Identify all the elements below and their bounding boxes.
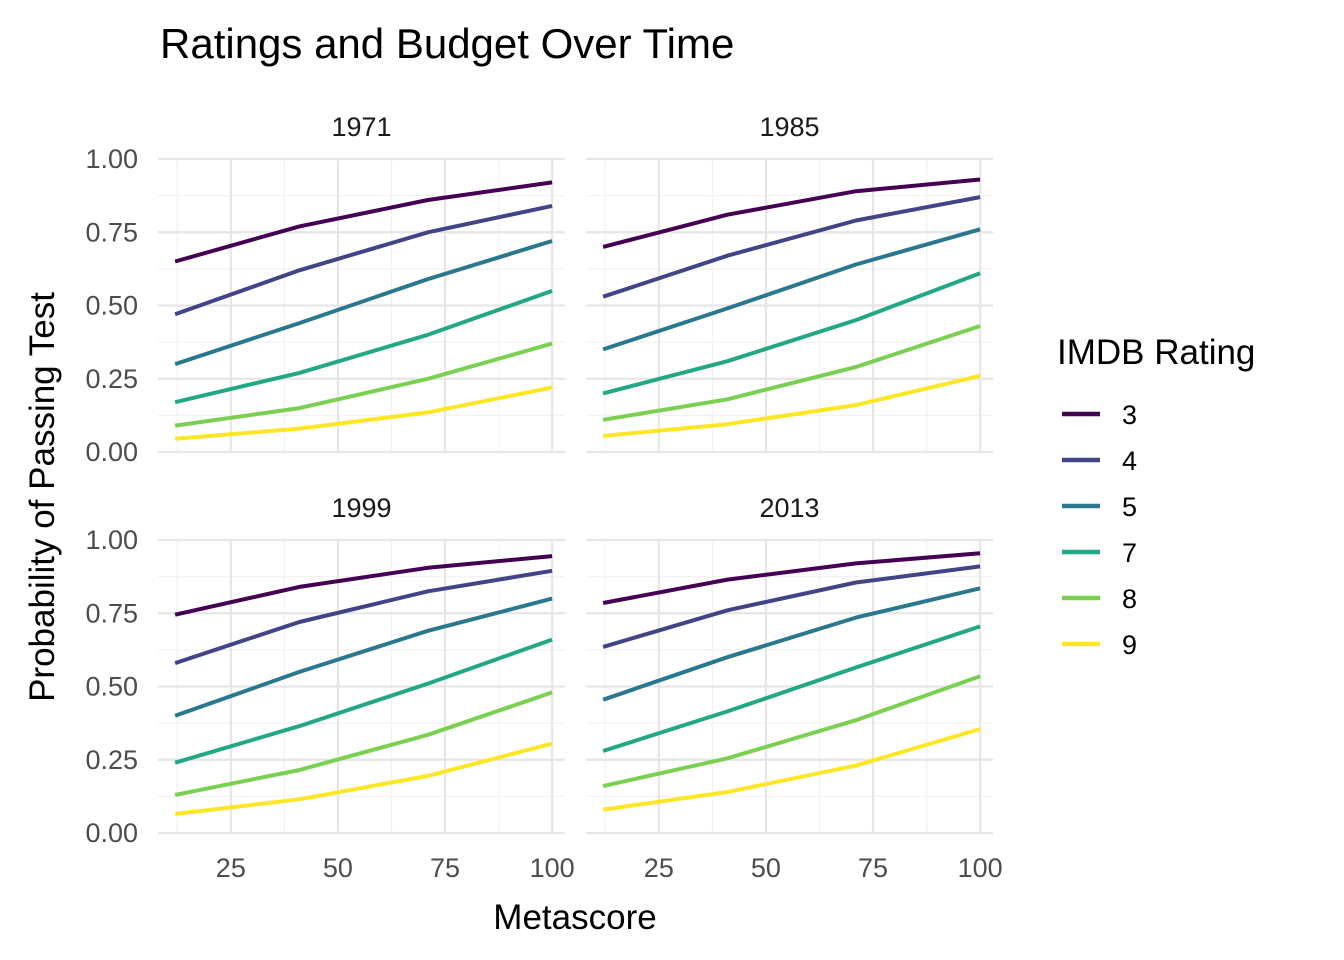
series-line-rating-7 [174,289,553,405]
legend-item-3: 3 [1062,400,1137,430]
facet-label: 2013 [759,493,819,523]
series-line-rating-8 [602,324,981,422]
y-tick-label: 0.25 [85,745,138,775]
x-tick-label: 25 [644,853,674,883]
x-tick-label: 75 [858,853,888,883]
series-line-rating-7 [174,637,553,765]
facet-panels: 1971 0.00 0.25 0.50 0.75 1.00 1985 1999 0.00 0.25… [85,112,1002,883]
y-tick-label: 0.00 [85,437,138,467]
legend: IMDB Rating 3 4 5 7 8 9 [1057,333,1255,660]
series-line-rating-9 [174,741,553,816]
legend-label: 7 [1122,538,1137,568]
y-tick-label: 0.75 [85,598,138,628]
series-line-rating-9 [602,373,981,438]
legend-label: 5 [1122,492,1137,522]
series-line-rating-8 [602,674,981,789]
legend-title: IMDB Rating [1057,333,1255,372]
series-line-rating-5 [174,596,553,718]
series-line-rating-3 [174,180,553,264]
x-tick-label: 100 [958,853,1003,883]
series-line-rating-4 [174,203,553,317]
series-line-rating-4 [602,564,981,649]
y-tick-label: 0.50 [85,291,138,321]
legend-label: 8 [1122,584,1137,614]
y-tick-label: 0.25 [85,364,138,394]
legend-item-8: 8 [1062,584,1137,614]
x-tick-label: 100 [530,853,575,883]
x-tick-label: 50 [751,853,781,883]
x-tick-label: 75 [430,853,460,883]
y-tick-label: 1.00 [85,525,138,555]
facet-label: 1971 [331,112,391,142]
series-line-rating-7 [602,271,981,396]
x-tick-label: 50 [323,853,353,883]
series-line-rating-3 [174,554,553,617]
legend-item-5: 5 [1062,492,1137,522]
legend-item-4: 4 [1062,446,1137,476]
series-line-rating-9 [602,727,981,812]
facet-label: 1985 [759,112,819,142]
series-line-rating-3 [602,177,981,249]
legend-item-7: 7 [1062,538,1137,568]
series-line-rating-8 [174,341,553,428]
chart-title: Ratings and Budget Over Time [160,20,734,67]
x-tick-label: 25 [216,853,246,883]
y-axis-title: Probability of Passing Test [23,292,62,702]
y-tick-label: 0.00 [85,818,138,848]
legend-label: 9 [1122,630,1137,660]
facet-panel-1999: 1999 0.00 0.25 0.50 0.75 1.00 25 50 75 100 [85,493,574,883]
facet-label: 1999 [331,493,391,523]
y-tick-label: 1.00 [85,144,138,174]
y-tick-label: 0.50 [85,672,138,702]
legend-label: 4 [1122,446,1137,476]
series-line-rating-4 [602,195,981,299]
series-line-rating-5 [602,586,981,702]
series-line-rating-5 [602,227,981,352]
series-line-rating-4 [174,568,553,665]
series-line-rating-5 [174,239,553,366]
facet-panel-1985: 1985 [586,112,993,454]
legend-item-9: 9 [1062,630,1137,660]
facet-panel-2013: 2013 25 50 75 100 [586,493,1003,883]
y-tick-label: 0.75 [85,217,138,247]
series-line-rating-8 [174,690,553,797]
facet-panel-1971: 1971 0.00 0.25 0.50 0.75 1.00 [85,112,565,467]
series-line-rating-9 [174,385,553,441]
x-axis-title: Metascore [493,898,656,937]
series-line-rating-3 [602,551,981,605]
series-line-rating-7 [602,624,981,753]
legend-label: 3 [1122,400,1137,430]
